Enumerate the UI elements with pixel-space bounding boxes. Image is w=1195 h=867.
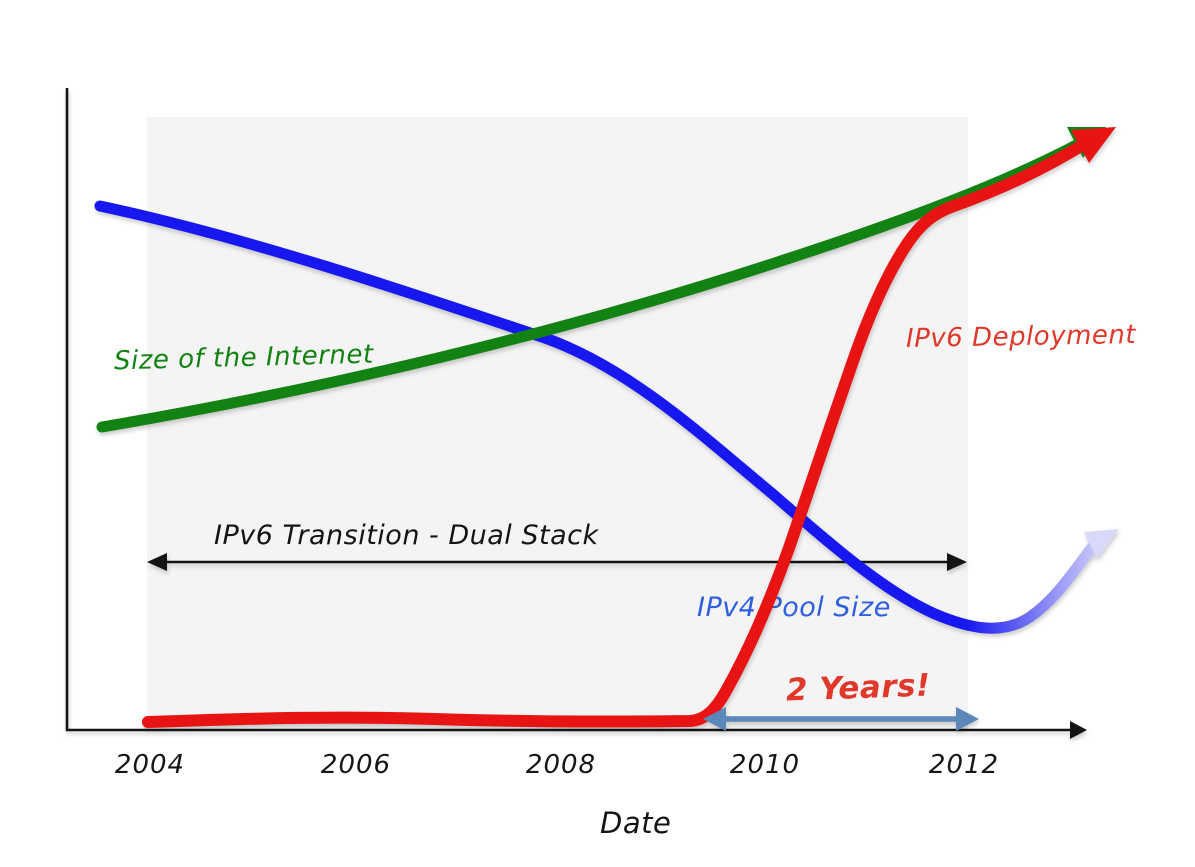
series-label-ipv4-pool-size: IPv4 Pool Size (697, 592, 891, 623)
dual-stack-arrowhead-right (947, 553, 967, 571)
ipv4-pool-size-line (94, 200, 1099, 634)
ipv6-deployment-arrowhead (1071, 127, 1116, 163)
x-tick-2008: 2008 (525, 750, 597, 780)
dual-stack-arrowhead-left (147, 553, 167, 571)
x-tick-2004: 2004 (114, 750, 186, 780)
ipv6-deployment-line (142, 140, 1087, 728)
x-tick-2012: 2012 (928, 750, 1000, 780)
x-axis-title: Date (600, 806, 672, 840)
size-of-internet-line (96, 135, 1090, 433)
x-axis-arrowhead (1070, 721, 1087, 739)
x-tick-2010: 2010 (729, 750, 801, 780)
annotation-ipv6-transition-dual-stack: IPv6 Transition - Dual Stack (214, 520, 599, 551)
x-tick-2006: 2006 (320, 750, 392, 780)
two-years-arrowhead-right (956, 707, 979, 731)
ipv4-fade-arrowhead (1084, 529, 1119, 559)
two-years-arrowhead-left (703, 707, 726, 731)
